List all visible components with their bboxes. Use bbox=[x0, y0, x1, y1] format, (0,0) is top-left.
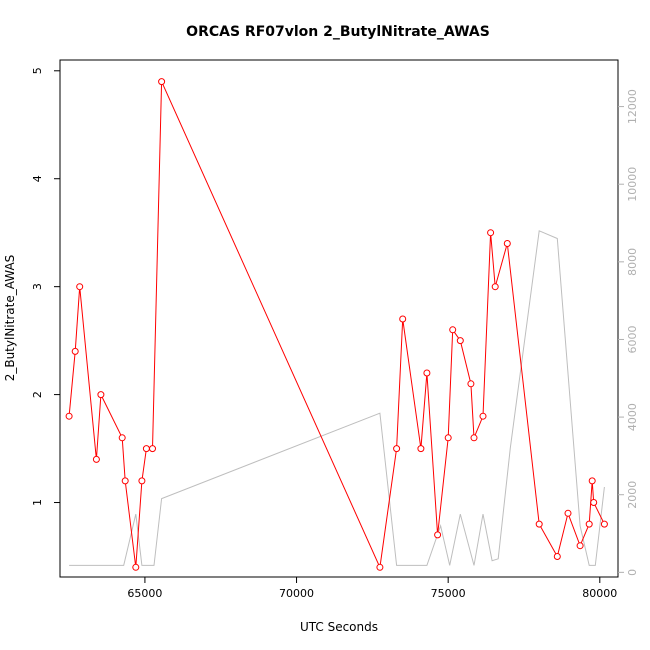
data-point bbox=[449, 326, 457, 334]
x-tick-label: 80000 bbox=[582, 587, 617, 600]
data-point bbox=[535, 520, 543, 528]
data-point bbox=[423, 369, 431, 377]
data-point bbox=[585, 520, 593, 528]
y2-tick-label: 8000 bbox=[626, 248, 639, 276]
data-point bbox=[564, 509, 572, 517]
data-point bbox=[71, 347, 79, 355]
y2-tick-label: 2000 bbox=[626, 481, 639, 509]
data-point bbox=[149, 445, 156, 453]
data-point bbox=[158, 78, 166, 86]
x-tick-label: 70000 bbox=[279, 587, 314, 600]
x-tick-label: 75000 bbox=[431, 587, 466, 600]
secondary-series-line bbox=[69, 230, 605, 566]
data-point bbox=[76, 283, 84, 291]
x-tick-label: 65000 bbox=[127, 587, 162, 600]
primary-series-line bbox=[68, 81, 605, 570]
data-point bbox=[138, 477, 146, 485]
data-point bbox=[444, 434, 452, 442]
data-point bbox=[590, 499, 598, 506]
data-point bbox=[142, 445, 150, 453]
y-tick-label: 3 bbox=[31, 283, 44, 290]
y2-tick-label: 10000 bbox=[626, 167, 639, 202]
data-point bbox=[376, 563, 384, 571]
y-tick-label: 2 bbox=[31, 391, 44, 398]
x-axis-label: UTC Seconds bbox=[300, 620, 378, 634]
data-point bbox=[470, 434, 478, 442]
y-axis-left: 1 2 3 4 5 bbox=[31, 67, 60, 506]
plot-area bbox=[59, 59, 619, 578]
data-point bbox=[576, 542, 584, 550]
data-point bbox=[553, 553, 561, 560]
y-tick-label: 1 bbox=[31, 499, 44, 506]
data-point bbox=[434, 531, 442, 539]
data-point bbox=[456, 337, 464, 345]
data-point bbox=[97, 391, 105, 399]
data-point bbox=[65, 412, 73, 420]
y-tick-label: 5 bbox=[31, 67, 44, 74]
data-point bbox=[132, 563, 140, 571]
data-point bbox=[399, 315, 407, 323]
data-point bbox=[600, 520, 608, 528]
data-point bbox=[118, 434, 126, 442]
y2-tick-label: 0 bbox=[626, 569, 639, 576]
y2-tick-label: 12000 bbox=[626, 89, 639, 124]
y-tick-label: 4 bbox=[31, 175, 44, 182]
y-axis-label: 2_ButylNitrate_AWAS bbox=[3, 255, 17, 382]
chart-title: ORCAS RF07vlon 2_ButylNitrate_AWAS bbox=[186, 24, 490, 40]
series-layer bbox=[65, 78, 608, 571]
data-point bbox=[92, 455, 100, 463]
data-point bbox=[393, 445, 401, 453]
x-axis: 65000 70000 75000 80000 bbox=[127, 577, 617, 600]
data-point bbox=[479, 412, 487, 420]
y-axis-right: 0 2000 4000 6000 8000 10000 12000 bbox=[618, 89, 639, 576]
y2-tick-label: 4000 bbox=[626, 403, 639, 431]
data-point bbox=[588, 477, 596, 485]
data-point bbox=[417, 445, 425, 453]
data-point bbox=[491, 283, 499, 291]
data-point bbox=[467, 380, 475, 388]
data-point bbox=[121, 477, 129, 485]
data-point bbox=[503, 240, 511, 247]
data-point bbox=[487, 229, 495, 237]
y2-tick-label: 6000 bbox=[626, 325, 639, 353]
